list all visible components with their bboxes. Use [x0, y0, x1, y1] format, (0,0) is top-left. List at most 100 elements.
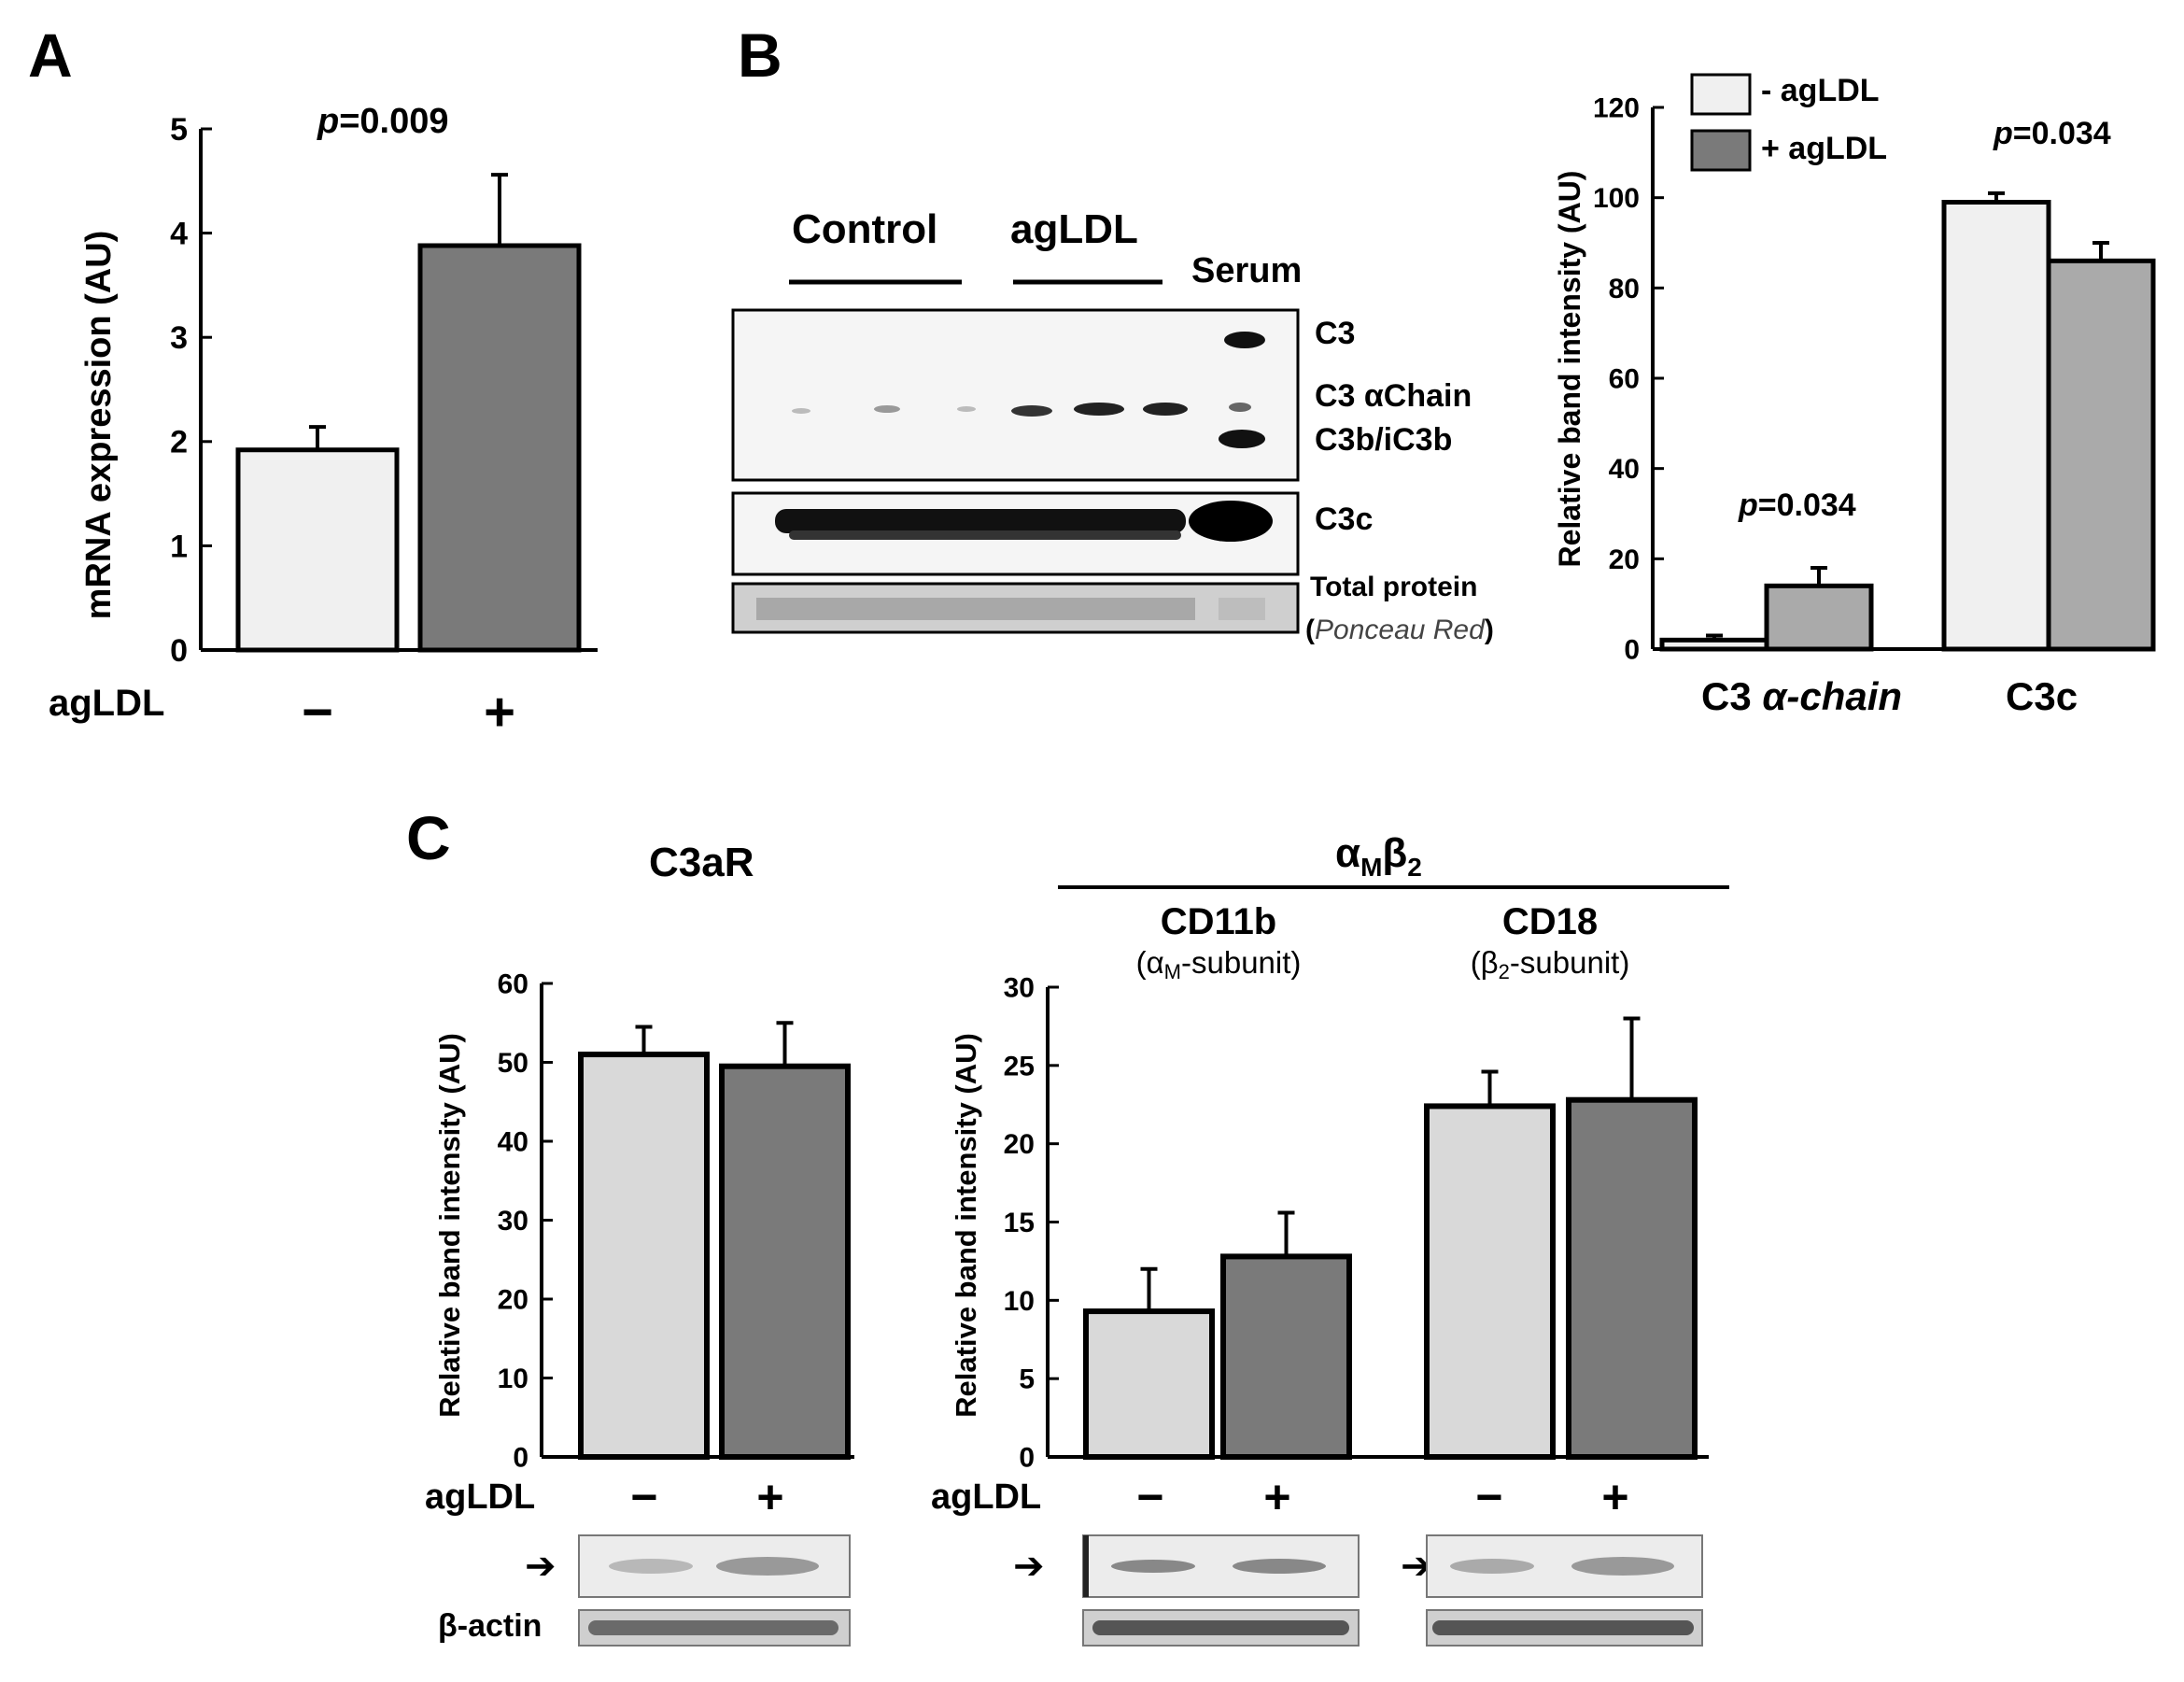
cd11b-title: CD11b [1161, 901, 1277, 942]
panel-c-letter: C [406, 803, 451, 872]
cd11b-band-plus [1233, 1559, 1326, 1574]
blot-band-total-serum [1219, 598, 1265, 620]
blot-label-c3-alpha: C3 αChain [1315, 378, 1472, 414]
c3ar-band-plus [716, 1557, 819, 1576]
blot-band-serum-c3 [1224, 332, 1265, 348]
integrin-ytick-label: 20 [1004, 1129, 1035, 1160]
c3ar-minus-bar [578, 1052, 710, 1461]
panel-a-plus-bar [417, 243, 582, 653]
blot-group-agldl: agLDL [1010, 206, 1138, 252]
c3ar-title: C3aR [649, 840, 754, 885]
panel-a-ytick-label: 5 [170, 112, 188, 148]
blot-band-ag-1 [1011, 405, 1052, 417]
panel-b-pvalue-alpha: p=0.034 [1738, 488, 1856, 523]
c3ar-ytick-label: 50 [498, 1048, 528, 1079]
panel-b-ytick-label: 0 [1624, 635, 1640, 666]
cd11b-arrow: ➔ [1013, 1546, 1045, 1587]
blot-band-serum-c3b [1219, 430, 1265, 448]
c3ar-ytick-label: 60 [498, 969, 528, 1000]
panel-c-blots: ➔ β-actin ➔ ➔ [438, 1534, 1703, 1647]
blot-label-c3c: C3c [1315, 502, 1373, 537]
panel-b-blot: Control agLDL Serum C3 C3 αChain C3b/iC3… [731, 206, 1494, 645]
c3ar-plus: + [756, 1471, 783, 1523]
integrin-ytick-label: 30 [1004, 973, 1035, 1004]
blot-band-ctrl-2 [874, 405, 900, 413]
panel-a-pvalue: p=0.009 [317, 102, 449, 141]
c3ar-arrow: ➔ [525, 1546, 557, 1587]
panel-a-ytick-label: 0 [170, 633, 188, 669]
integrin-ytick-label: 25 [1004, 1051, 1035, 1081]
blot-band-total [756, 598, 1195, 620]
cd18-band-minus [1450, 1559, 1534, 1574]
cd11b-plus-bar [1220, 1253, 1352, 1461]
blot-band-c3c-row [775, 509, 1186, 533]
cd11b-minus-bar [1083, 1308, 1215, 1460]
panel-a-minus-bar [235, 447, 400, 653]
c3ar-beta-actin: β-actin [438, 1608, 542, 1644]
cd18-band-plus [1571, 1557, 1674, 1576]
legend-swatch-minus [1690, 73, 1752, 116]
cd18-minus: − [1475, 1471, 1502, 1523]
cd18-subtitle: (β2-subunit) [1471, 945, 1630, 983]
cd11b-band-minus [1111, 1560, 1195, 1573]
panel-a-ytick-label: 3 [170, 320, 188, 356]
cd11b-actin-band [1092, 1620, 1349, 1635]
legend-swatch-plus [1690, 129, 1752, 172]
c3ar-plus-bar [719, 1063, 851, 1460]
cd11b-plus: + [1263, 1471, 1290, 1523]
panel-b-minus-bar [1659, 637, 1769, 652]
legend-label-minus: - agLDL [1761, 73, 1880, 108]
integrin-ylabel: Relative band intensity (AU) [950, 1033, 982, 1418]
integrin-ytick-label: 10 [1004, 1286, 1035, 1317]
cd11b-subtitle: (αM-subunit) [1136, 945, 1302, 983]
cd18-title: CD18 [1502, 901, 1598, 942]
cd18-actin-band [1432, 1620, 1694, 1635]
panel-b-xcat-c3c: C3c [2006, 674, 2078, 718]
panel-b-ytick-label: 40 [1609, 454, 1640, 485]
integrin-ytick-label: 5 [1019, 1364, 1035, 1395]
panel-b-ytick-label: 20 [1609, 544, 1640, 575]
c3ar-ytick-label: 20 [498, 1285, 528, 1316]
integrin-ytick-label: 15 [1004, 1208, 1035, 1238]
integrin-ytick-label: 0 [1019, 1443, 1035, 1474]
c3ar-band-minus [609, 1559, 693, 1574]
blot-band-c3c-lower [789, 530, 1181, 540]
cd18-plus: + [1601, 1471, 1628, 1523]
panel-a-xtick-label: − [302, 682, 333, 742]
panel-a-xtick-label: + [484, 682, 515, 742]
c3ar-ytick-label: 10 [498, 1364, 528, 1394]
c3ar-ytick-label: 30 [498, 1206, 528, 1237]
c3ar-actin-band [588, 1620, 838, 1635]
blot-group-serum: Serum [1191, 251, 1302, 290]
panel-b-plus-bar [2046, 258, 2156, 652]
legend-label-plus: + agLDL [1761, 131, 1887, 166]
panel-a-ytick-label: 2 [170, 425, 188, 460]
panel-b-ytick-label: 60 [1609, 364, 1640, 395]
panel-b-pvalue-c3c: p=0.034 [1993, 116, 2111, 151]
c3ar-ytick-label: 0 [513, 1443, 528, 1474]
blot-band-serum-alpha [1229, 403, 1251, 412]
blot-band-ctrl-1 [792, 408, 810, 414]
integrin-agldl-label: agLDL [931, 1477, 1041, 1517]
panel-a-letter: A [28, 21, 73, 90]
c3ar-minus: − [630, 1471, 657, 1523]
blot-band-ag-2 [1074, 403, 1124, 416]
panel-b-plus-bar [1764, 583, 1874, 652]
panel-a-ytick-label: 1 [170, 529, 188, 564]
cd18-plus-bar [1566, 1096, 1698, 1460]
c3ar-agldl-label: agLDL [425, 1477, 535, 1517]
panel-b-ytick-label: 120 [1593, 93, 1640, 124]
c3ar-ylabel: Relative band intensity (AU) [433, 1033, 466, 1418]
blot-band-ag-3 [1143, 403, 1188, 416]
blot-label-c3b: C3b/iC3b [1315, 422, 1452, 458]
integrin-title: αMβ2 [1335, 830, 1422, 882]
panel-b-minus-bar [1941, 200, 2051, 652]
panel-a-xlabel: agLDL [49, 683, 164, 724]
blot-group-control: Control [792, 206, 937, 252]
panel-c-integrin-chart: Relative band intensity (AU) 0 5 10 15 20 25 3… [950, 973, 1709, 1474]
blot-band-ctrl-3 [957, 406, 976, 412]
panel-b-ytick-label: 100 [1593, 183, 1640, 214]
panel-b-xcat-alpha: C3 α-chain [1701, 674, 1902, 718]
panel-b-chart: Relative band intensity (AU) - agLDL + a… [1553, 73, 2156, 718]
